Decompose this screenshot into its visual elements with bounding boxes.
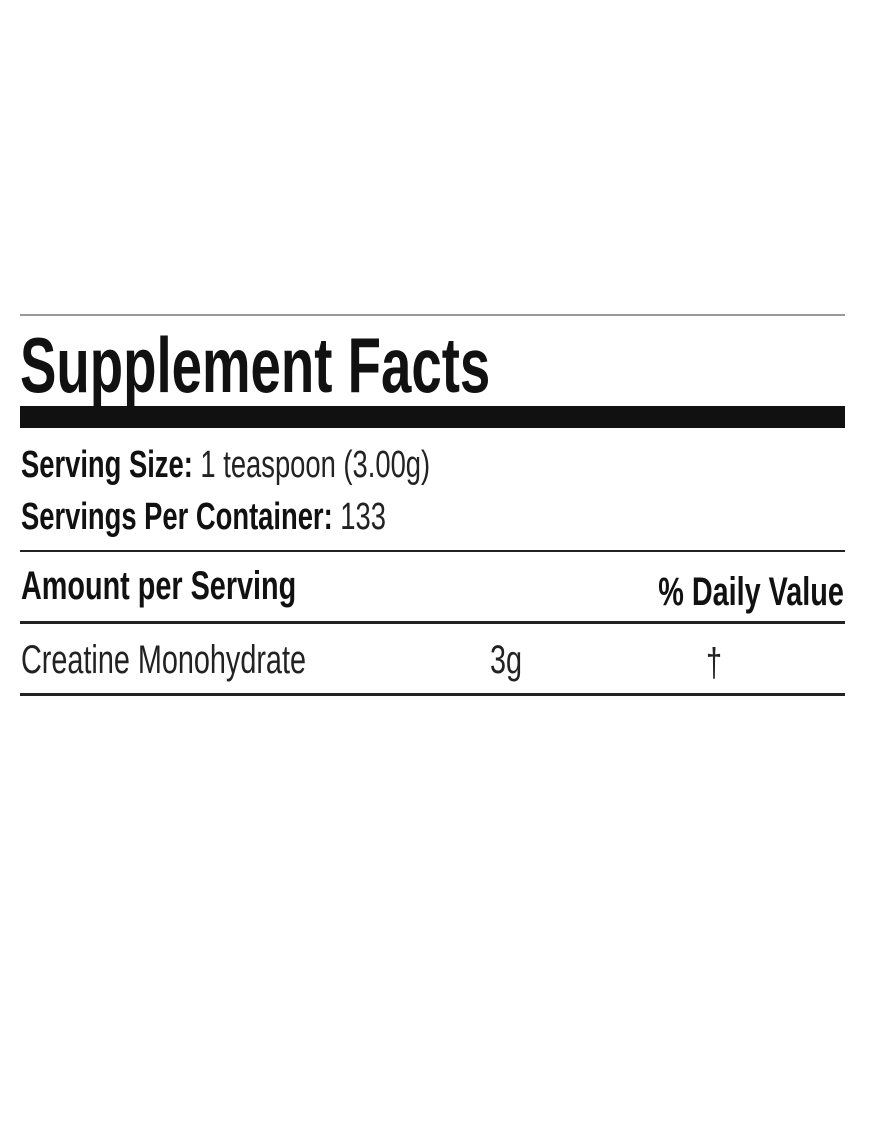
divider [20, 550, 845, 552]
serving-size: Serving Size: 1 teaspoon (3.00g) [21, 446, 430, 484]
header-amount-per-serving: Amount per Serving [21, 564, 297, 608]
thick-divider [20, 406, 845, 428]
ingredient-daily-value: † [706, 641, 723, 685]
header-daily-value: % Daily Value [658, 570, 844, 614]
servings-per-container-value: 133 [340, 496, 386, 538]
bottom-divider [20, 693, 845, 696]
servings-per-container-label: Servings Per Container: [21, 496, 333, 538]
top-divider [20, 314, 845, 316]
panel-title: Supplement Facts [20, 321, 491, 409]
serving-size-value: 1 teaspoon (3.00g) [200, 444, 431, 486]
ingredient-name: Creatine Monohydrate [21, 638, 306, 682]
servings-per-container: Servings Per Container: 133 [21, 498, 386, 536]
ingredient-amount: 3g [490, 638, 523, 682]
divider [20, 621, 845, 624]
serving-size-label: Serving Size: [21, 444, 193, 486]
